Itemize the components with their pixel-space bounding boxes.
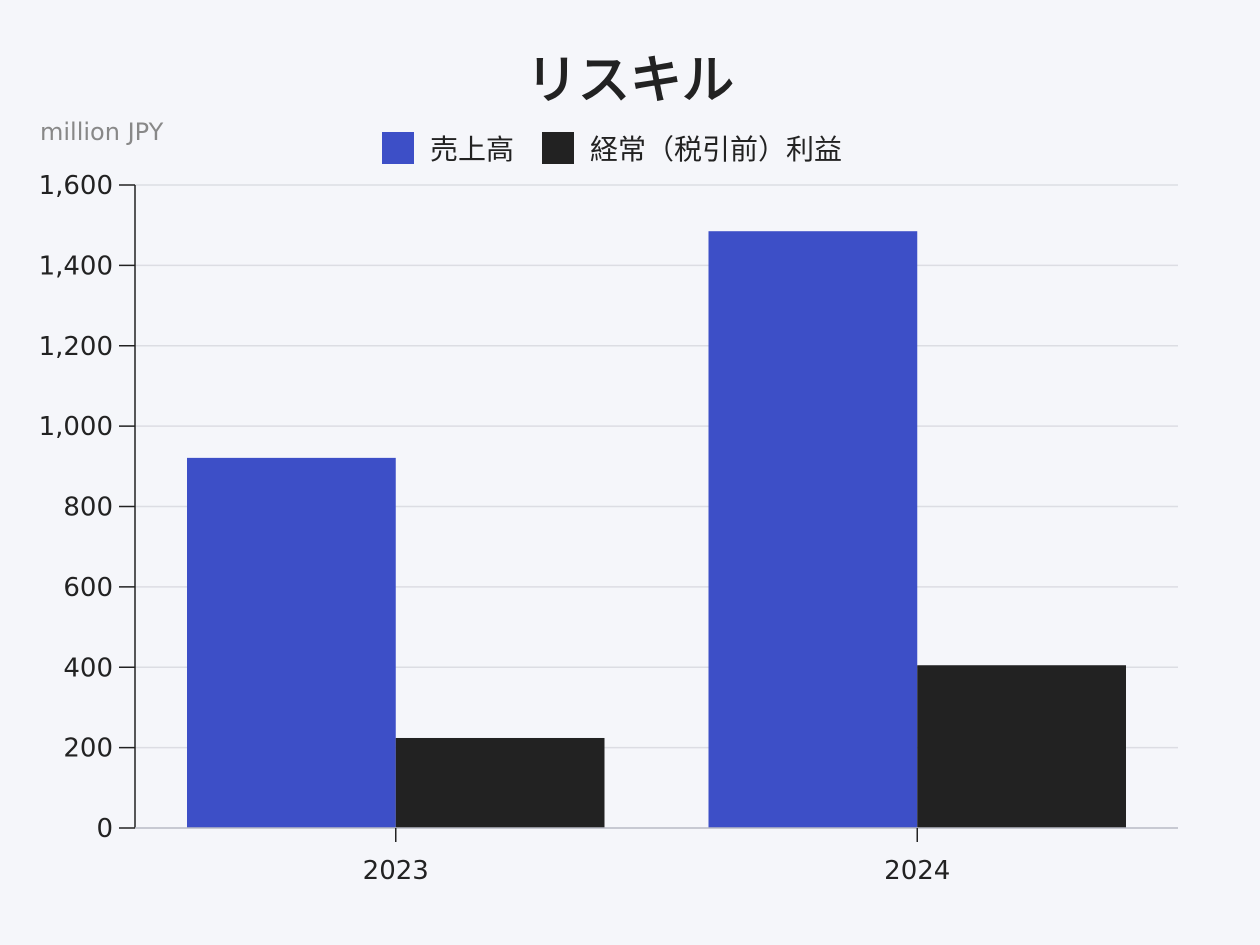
x-axis-ticks: 2023 2024 bbox=[363, 828, 950, 886]
legend-swatch-sales bbox=[382, 132, 414, 164]
chart-title: リスキル bbox=[526, 51, 734, 111]
y-tick-label: 1,600 bbox=[39, 171, 113, 201]
legend: 売上高 経常（税引前）利益 bbox=[382, 132, 842, 166]
legend-swatch-ordinary-profit bbox=[542, 132, 574, 164]
y-tick-label: 800 bbox=[63, 493, 113, 523]
bar-sales-2024 bbox=[708, 231, 918, 828]
bar-sales-2023 bbox=[187, 457, 396, 828]
y-tick-label: 0 bbox=[96, 814, 113, 844]
bar-ordinary-profit-2023 bbox=[395, 737, 605, 828]
y-tick-label: 1,200 bbox=[39, 332, 113, 362]
y-axis-unit-label: million JPY bbox=[40, 118, 164, 146]
y-tick-label: 1,400 bbox=[39, 251, 113, 281]
legend-label-sales: 売上高 bbox=[430, 133, 514, 166]
x-tick-label: 2024 bbox=[884, 856, 950, 886]
bar-ordinary-profit-2024 bbox=[917, 665, 1126, 828]
y-tick-label: 200 bbox=[63, 734, 113, 764]
y-tick-label: 600 bbox=[63, 573, 113, 603]
y-axis-ticks: 0 200 400 600 800 1,000 1,200 1,400 1,600 bbox=[39, 171, 135, 844]
y-tick-label: 1,000 bbox=[39, 412, 113, 442]
y-tick-label: 400 bbox=[63, 653, 113, 683]
bars bbox=[187, 231, 1126, 828]
x-tick-label: 2023 bbox=[363, 856, 429, 886]
legend-label-ordinary-profit: 経常（税引前）利益 bbox=[590, 133, 842, 166]
